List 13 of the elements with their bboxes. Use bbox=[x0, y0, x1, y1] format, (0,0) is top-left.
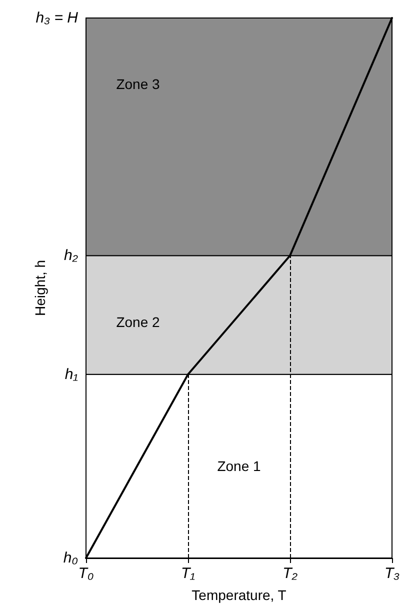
x-tick-label: T₃ bbox=[384, 565, 400, 582]
x-axis-title: Temperature, T bbox=[192, 587, 287, 603]
band-label: Zone 2 bbox=[116, 314, 160, 330]
x-tick-label: T₀ bbox=[78, 565, 94, 582]
text: h₂ bbox=[64, 247, 78, 264]
x-tick-label: T₂ bbox=[282, 565, 298, 582]
text: h₃ = H bbox=[36, 10, 78, 26]
text: h₁ bbox=[64, 366, 78, 383]
text: h₀ bbox=[63, 550, 78, 566]
x-tick-label: T₁ bbox=[181, 565, 196, 582]
band-label: Zone 3 bbox=[116, 76, 160, 92]
band-label: Zone 1 bbox=[217, 458, 262, 474]
y-axis-title: Height, h bbox=[32, 260, 48, 316]
